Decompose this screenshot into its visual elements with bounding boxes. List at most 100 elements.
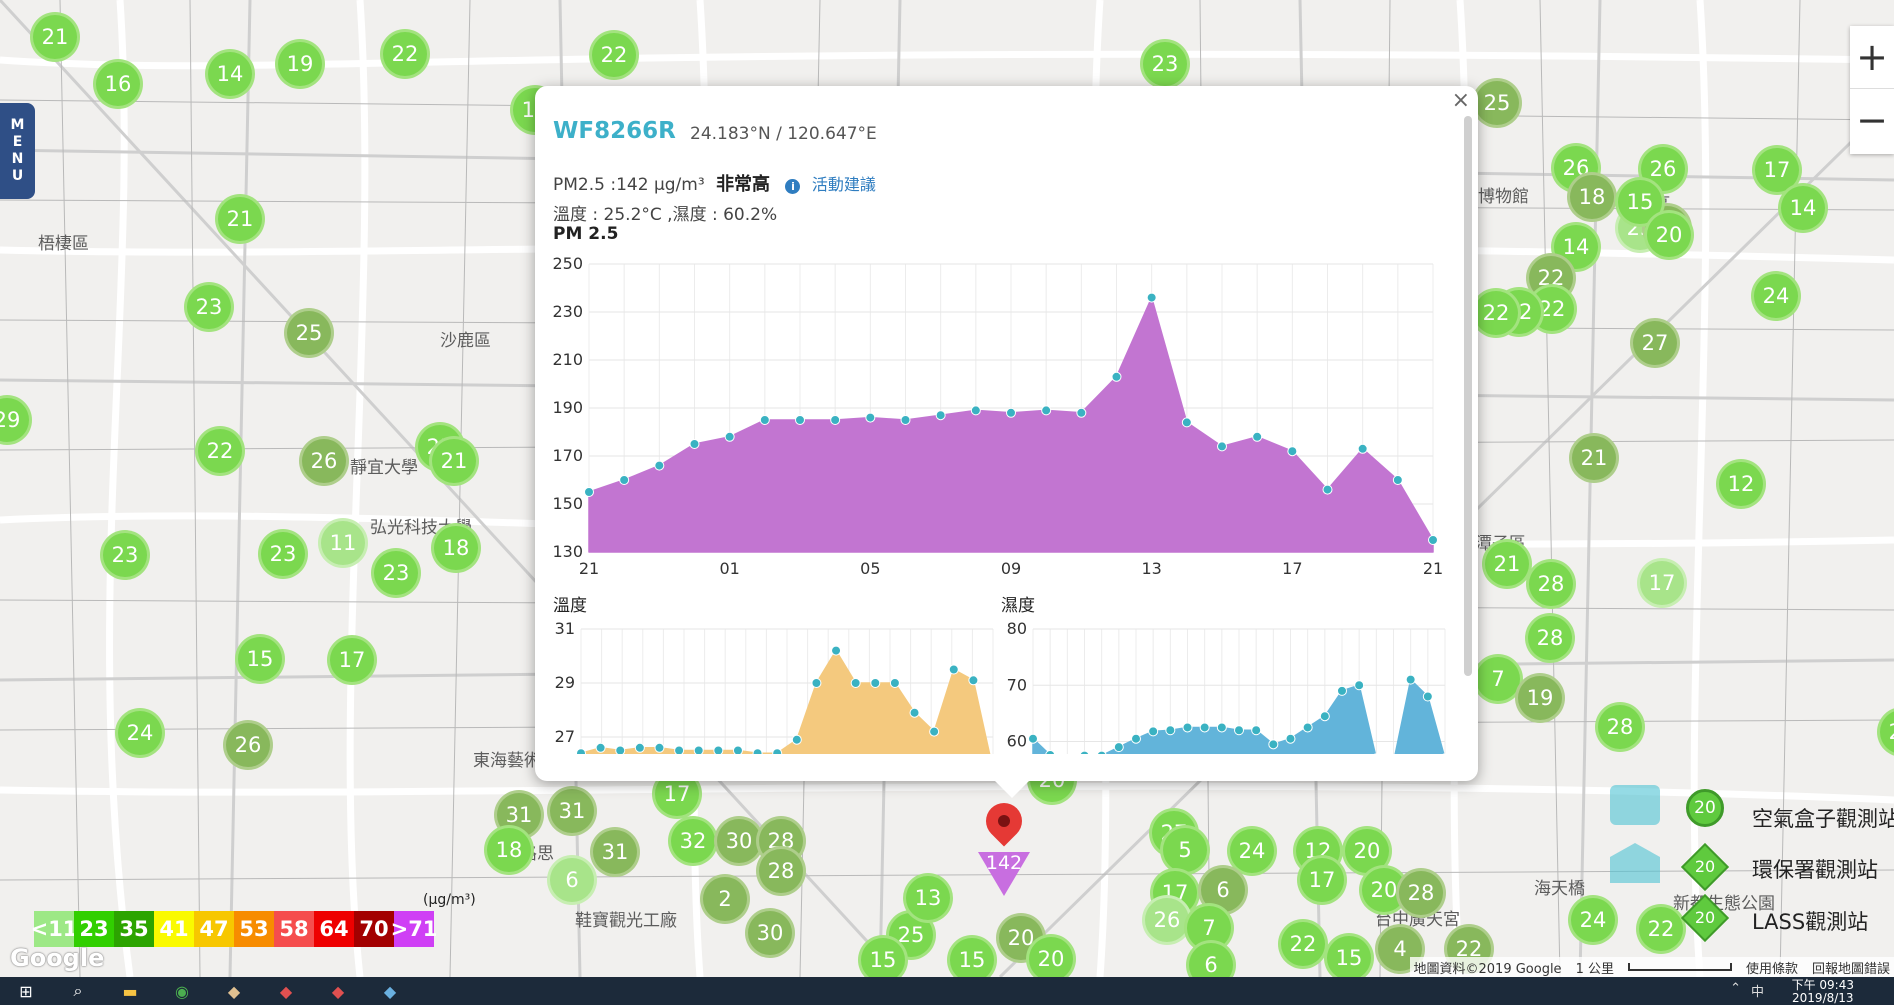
station-marker[interactable]: 19 bbox=[275, 39, 325, 89]
legend-airbox-badge: 20 bbox=[1686, 789, 1724, 827]
station-marker[interactable]: 6 bbox=[1186, 940, 1236, 977]
station-marker[interactable]: 15 bbox=[1324, 933, 1374, 977]
station-marker[interactable]: 18 bbox=[431, 523, 481, 573]
app-icon[interactable]: ◆ bbox=[227, 981, 241, 1001]
search-icon[interactable]: ⌕ bbox=[73, 981, 83, 1000]
station-marker[interactable]: 15 bbox=[858, 935, 908, 977]
zoom-out-button[interactable]: − bbox=[1850, 88, 1894, 151]
station-marker[interactable]: 28 bbox=[756, 846, 806, 896]
station-marker[interactable]: 5 bbox=[1160, 825, 1210, 875]
station-marker[interactable]: 28 bbox=[1396, 868, 1446, 918]
data-point bbox=[1285, 733, 1296, 744]
station-marker[interactable]: 21 bbox=[1482, 539, 1532, 589]
data-point bbox=[1079, 750, 1090, 754]
app-icon[interactable]: ◆ bbox=[331, 981, 345, 1001]
station-marker[interactable]: 28 bbox=[1525, 613, 1575, 663]
station-marker[interactable]: 24 bbox=[1568, 895, 1618, 945]
legend-bin: 47 bbox=[194, 911, 234, 947]
taskbar-clock[interactable]: 下午 09:43 2019/8/13 bbox=[1792, 979, 1854, 1005]
station-marker[interactable]: 22 bbox=[1278, 919, 1328, 969]
app-icon[interactable]: ◆ bbox=[279, 981, 293, 1001]
station-marker[interactable]: 2 bbox=[700, 874, 750, 924]
data-point bbox=[1319, 711, 1330, 722]
station-marker[interactable]: 18 bbox=[1567, 172, 1617, 222]
close-popup-button[interactable]: × bbox=[1451, 88, 1470, 113]
station-marker[interactable]: 23 bbox=[1140, 39, 1190, 89]
station-marker[interactable]: 17 bbox=[327, 635, 377, 685]
info-icon[interactable]: i bbox=[785, 179, 801, 194]
data-point bbox=[900, 415, 911, 425]
legend-airbox-label: 空氣盒子觀測站 bbox=[1752, 807, 1894, 831]
station-marker[interactable]: 14 bbox=[1778, 183, 1828, 233]
network-icon[interactable]: ⌃ bbox=[1730, 981, 1741, 996]
station-marker[interactable]: 21 bbox=[1569, 433, 1619, 483]
popup-scrollbar[interactable] bbox=[1464, 116, 1472, 676]
station-marker[interactable]: 18 bbox=[484, 825, 534, 875]
station-marker[interactable]: 16 bbox=[93, 59, 143, 109]
chrome-icon[interactable]: ◉ bbox=[175, 981, 189, 1001]
station-marker[interactable]: 31 bbox=[590, 827, 640, 877]
station-marker[interactable]: 20 bbox=[1644, 210, 1694, 260]
y-tick-label: 29 bbox=[555, 673, 575, 692]
data-point bbox=[1405, 674, 1416, 685]
station-marker[interactable]: 21 bbox=[429, 436, 479, 486]
station-marker[interactable]: 24 bbox=[1751, 271, 1801, 321]
station-marker[interactable]: 23 bbox=[258, 529, 308, 579]
station-marker[interactable]: 26 bbox=[299, 436, 349, 486]
station-marker[interactable]: 23 bbox=[371, 548, 421, 598]
station-coordinates: 24.183°N / 120.647°E bbox=[690, 124, 877, 144]
app-icon[interactable]: ◆ bbox=[383, 981, 397, 1001]
x-tick-label: 21 bbox=[1423, 559, 1443, 578]
station-marker[interactable]: 22 bbox=[1471, 288, 1521, 338]
station-marker[interactable]: 27 bbox=[1630, 318, 1680, 368]
station-marker[interactable]: 28 bbox=[1595, 702, 1645, 752]
station-marker[interactable]: 20 bbox=[1026, 934, 1076, 977]
report-error-link[interactable]: 回報地圖錯誤 bbox=[1811, 961, 1890, 977]
station-marker[interactable]: 13 bbox=[903, 873, 953, 923]
windows-start-icon[interactable]: ⊞ bbox=[19, 981, 33, 1001]
station-marker[interactable]: 32 bbox=[668, 816, 718, 866]
station-marker[interactable]: 25 bbox=[284, 308, 334, 358]
activity-advice-link[interactable]: 活動建議 bbox=[811, 175, 876, 194]
station-marker[interactable]: 26 bbox=[223, 720, 273, 770]
station-marker[interactable]: 21 bbox=[215, 194, 265, 244]
terms-link[interactable]: 使用條款 bbox=[1745, 961, 1798, 977]
station-marker[interactable]: 21 bbox=[30, 12, 80, 62]
station-marker[interactable]: 22 bbox=[589, 30, 639, 80]
station-marker[interactable]: 14 bbox=[1551, 222, 1601, 272]
station-marker[interactable]: 6 bbox=[547, 855, 597, 905]
station-marker[interactable]: 25 bbox=[1472, 78, 1522, 128]
zoom-in-button[interactable]: + bbox=[1856, 35, 1888, 79]
station-marker[interactable]: 17 bbox=[1637, 558, 1687, 608]
station-marker[interactable]: 30 bbox=[745, 908, 795, 958]
station-marker[interactable]: 12 bbox=[1716, 459, 1766, 509]
station-marker[interactable]: 14 bbox=[205, 49, 255, 99]
station-marker[interactable]: 22 bbox=[380, 29, 430, 79]
station-marker[interactable]: 23 bbox=[184, 282, 234, 332]
menu-button[interactable]: M E N U bbox=[0, 103, 35, 199]
airbox-icon bbox=[1610, 785, 1660, 825]
station-marker[interactable]: 26 bbox=[1551, 143, 1601, 193]
data-point bbox=[1041, 405, 1052, 416]
data-point bbox=[1354, 680, 1365, 691]
station-marker[interactable]: 7 bbox=[1473, 654, 1523, 704]
station-marker[interactable]: 24 bbox=[115, 708, 165, 758]
legend-bin: 23 bbox=[74, 911, 114, 947]
ime-indicator[interactable]: 中 bbox=[1750, 985, 1764, 1000]
station-marker[interactable]: 15 bbox=[947, 935, 997, 977]
station-marker[interactable]: 15 bbox=[235, 634, 285, 684]
station-marker[interactable]: 11 bbox=[318, 518, 368, 568]
station-marker[interactable]: 19 bbox=[1515, 673, 1565, 723]
district-label: 沙鹿區 bbox=[440, 331, 491, 351]
station-marker[interactable]: 31 bbox=[547, 786, 597, 836]
station-marker[interactable]: 22 bbox=[195, 426, 245, 476]
station-marker[interactable]: 23 bbox=[100, 530, 150, 580]
file-explorer-icon[interactable]: ▬ bbox=[122, 981, 138, 1001]
station-marker[interactable]: 28 bbox=[1526, 559, 1576, 609]
station-marker[interactable]: 22 bbox=[1636, 904, 1686, 954]
x-tick-label: 09 bbox=[1001, 559, 1021, 578]
station-marker[interactable]: 15 bbox=[1615, 177, 1665, 227]
map-canvas[interactable]: 梧棲區 沙鹿區 靜宜大學 弘光科技大學 東海藝術 路思 鞋寶觀光工廠 台中廣天宮 海天橋 新都生態… bbox=[0, 0, 1894, 977]
data-point bbox=[970, 405, 981, 416]
station-marker[interactable]: 17 bbox=[1297, 855, 1347, 905]
